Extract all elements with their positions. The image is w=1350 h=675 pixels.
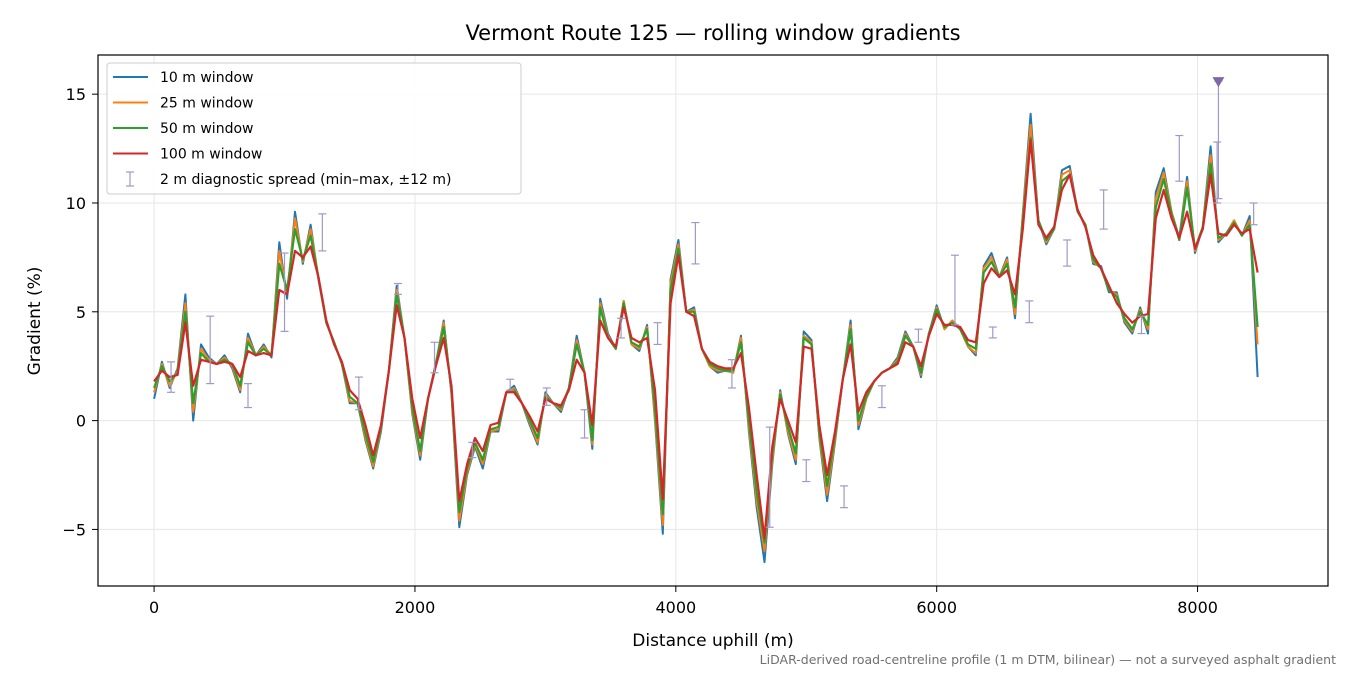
footnote: LiDAR-derived road-centreline profile (1…: [760, 652, 1336, 667]
y-tick-label: 10: [66, 194, 86, 213]
axis-ticks: 0 2000 4000 6000 8000 −5 0 5 10 15: [62, 85, 1218, 617]
peak-triangle-marker: [1212, 77, 1225, 88]
y-tick-label: 5: [76, 303, 86, 322]
legend-entry: 2 m diagnostic spread (min–max, ±12 m): [160, 172, 451, 188]
x-tick-label: 8000: [1177, 598, 1218, 617]
plot-frame: [97, 54, 1329, 587]
x-axis-label: Distance uphill (m): [632, 631, 793, 651]
diagnostic-spread-bars: [167, 77, 1258, 528]
legend-box: [106, 62, 522, 195]
grid: [98, 55, 1328, 586]
y-tick-label: −5: [62, 520, 86, 539]
series-line-100-m-window: [153, 138, 1259, 540]
legend-entry: 50 m window: [160, 121, 253, 137]
legend-entry: 10 m window: [160, 70, 253, 86]
x-tick-label: 4000: [655, 598, 696, 617]
series-lines: [153, 112, 1259, 564]
y-tick-label: 0: [76, 412, 86, 431]
x-tick-label: 6000: [916, 598, 957, 617]
legend-entry: 25 m window: [160, 96, 253, 112]
legend-entry: 100 m window: [160, 147, 262, 163]
x-tick-label: 2000: [395, 598, 436, 617]
chart-title: Vermont Route 125 — rolling window gradi…: [465, 21, 960, 45]
legend: 10 m window 25 m window 50 m window 100 m w…: [106, 62, 522, 195]
y-axis-label: Gradient (%): [25, 267, 45, 376]
x-tick-label: 0: [149, 598, 159, 617]
y-tick-label: 15: [66, 85, 86, 104]
